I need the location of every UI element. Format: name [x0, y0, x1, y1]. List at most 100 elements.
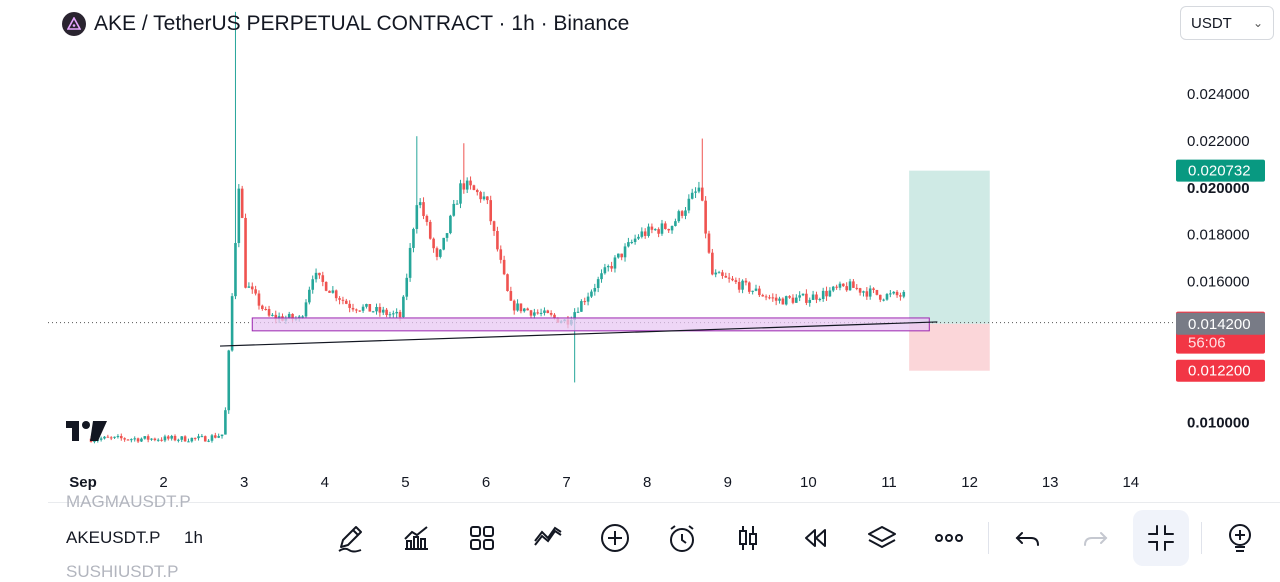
candle: [526, 307, 529, 311]
toolbar-divider: [48, 502, 1280, 503]
profit-zone[interactable]: [909, 170, 990, 324]
undo-button[interactable]: [1008, 518, 1048, 558]
candle: [821, 287, 825, 302]
candle: [428, 219, 432, 240]
candle: [499, 245, 503, 264]
interval-button[interactable]: 1h: [184, 528, 203, 547]
candle-body: [472, 185, 476, 191]
redo-icon: [1084, 532, 1108, 546]
candle-body: [660, 223, 664, 234]
candle: [630, 239, 634, 245]
candle: [492, 220, 496, 236]
candle-body: [143, 436, 147, 439]
candle-body: [895, 291, 899, 296]
candle-body: [771, 297, 775, 299]
candle: [321, 271, 325, 287]
candle-body: [432, 238, 435, 249]
candle-body: [496, 230, 499, 250]
candle-body: [684, 210, 687, 216]
candle-body: [633, 238, 637, 243]
candle-body: [711, 252, 714, 275]
price-tick-label: 0.022000: [1187, 133, 1250, 150]
candle-body: [479, 192, 482, 200]
candle-body: [173, 435, 177, 441]
candle: [190, 437, 194, 443]
candle-body: [388, 314, 392, 316]
candle: [99, 436, 103, 442]
draw-tool-button[interactable]: [330, 518, 370, 558]
candle-body: [334, 290, 338, 299]
redo-button[interactable]: [1075, 518, 1115, 558]
candle: [889, 290, 892, 298]
candle: [711, 248, 714, 276]
layout-button[interactable]: [462, 518, 502, 558]
candle-body: [422, 202, 425, 216]
candle: [892, 291, 896, 295]
candle: [667, 228, 670, 233]
candle-body: [287, 313, 291, 319]
symbol-list-item-prev[interactable]: MAGMAUSDT.P: [66, 492, 191, 511]
candle: [751, 290, 754, 295]
candle-body: [714, 272, 718, 275]
candle: [637, 234, 640, 240]
candle: [210, 433, 214, 443]
candle-body: [674, 221, 677, 226]
candle-body: [210, 435, 214, 441]
more-button[interactable]: [929, 518, 969, 558]
candle-body: [747, 282, 751, 292]
candle-body: [375, 306, 378, 312]
candle: [754, 284, 758, 292]
ideas-button[interactable]: [1220, 518, 1260, 558]
candle: [314, 268, 318, 283]
candle: [842, 283, 845, 287]
candle: [425, 214, 429, 226]
candle-body: [378, 306, 382, 313]
exit-fullscreen-button[interactable]: [1133, 510, 1189, 566]
add-button[interactable]: [595, 518, 635, 558]
symbol-list-item-next[interactable]: SUSHIUSDT.P: [66, 562, 179, 581]
candle-body: [764, 296, 768, 298]
replay-button[interactable]: [795, 518, 835, 558]
symbol-list-item-current[interactable]: AKEUSDT.P: [66, 528, 161, 547]
layers-button[interactable]: [862, 518, 902, 558]
candle-body: [119, 436, 123, 439]
candle-body: [519, 303, 523, 312]
stop-zone[interactable]: [909, 323, 990, 371]
candle: [737, 277, 741, 293]
candle: [885, 292, 889, 301]
candle-body: [412, 228, 415, 248]
candle-body: [784, 296, 788, 305]
candle: [761, 293, 765, 297]
candle: [244, 213, 247, 289]
currency-dropdown[interactable]: USDT ⌄: [1180, 6, 1274, 40]
candle: [868, 285, 872, 300]
candle-body: [318, 272, 321, 276]
candle-body: [798, 295, 801, 298]
candle: [838, 281, 842, 291]
time-tick-label: 6: [482, 474, 490, 491]
support-zone[interactable]: [251, 317, 930, 332]
candle: [371, 310, 375, 313]
chart-type-button[interactable]: [728, 518, 768, 558]
collapse-icon: [1148, 525, 1174, 551]
candle: [522, 307, 526, 313]
candle: [422, 197, 425, 220]
candle: [744, 278, 748, 286]
trendline[interactable]: [219, 321, 938, 347]
candle-body: [217, 436, 220, 438]
compare-button[interactable]: [528, 518, 568, 558]
toolbar-separator-2: [1201, 522, 1202, 554]
candle: [717, 270, 721, 274]
candle: [734, 277, 738, 285]
candle: [203, 435, 207, 442]
indicators-button[interactable]: [396, 518, 436, 558]
alert-button[interactable]: [662, 518, 702, 558]
price-chart[interactable]: 0.024000 0.022000 0.020000 0.018000 0.016000…: [0, 0, 1280, 500]
candle-body: [371, 311, 375, 313]
candle-body: [875, 289, 879, 295]
candle: [167, 435, 170, 441]
candle: [163, 434, 167, 443]
candle: [150, 438, 153, 441]
candle: [878, 294, 882, 303]
candle-body: [247, 286, 251, 288]
